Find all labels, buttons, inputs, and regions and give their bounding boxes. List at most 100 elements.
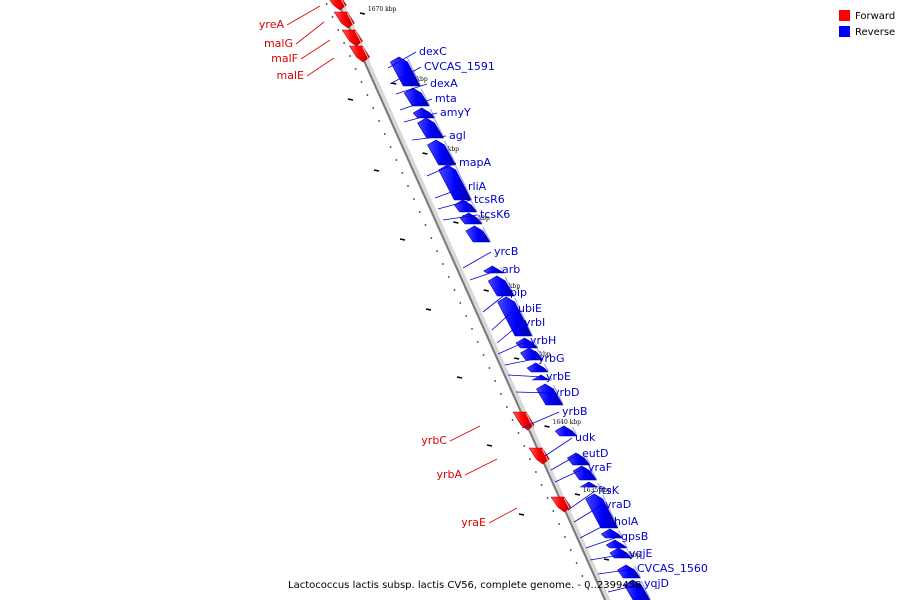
tick-dot	[389, 146, 392, 148]
svg-text:yrbE: yrbE	[546, 370, 571, 383]
tick-dot	[558, 523, 560, 525]
svg-text:yrbH: yrbH	[530, 334, 556, 347]
reverse-gene	[515, 337, 539, 349]
reverse-gene	[526, 362, 549, 373]
reverse-gene	[572, 465, 598, 481]
reverse-gene	[536, 383, 564, 406]
tick-mark	[359, 12, 366, 15]
svg-text:malF: malF	[271, 52, 298, 65]
tick-mark	[574, 493, 581, 496]
svg-text:yrbI: yrbI	[524, 316, 545, 329]
legend-forward-swatch	[839, 10, 850, 21]
svg-text:agl: agl	[449, 129, 466, 142]
reverse-gene	[438, 164, 472, 201]
svg-text:eutD: eutD	[582, 447, 609, 460]
tick-mark	[603, 558, 610, 561]
tick-dot	[418, 211, 421, 213]
tick-dot	[552, 510, 555, 512]
tick-dot	[575, 562, 578, 564]
gene-label-yrbh: yrbH	[497, 334, 556, 355]
reverse-gene	[403, 87, 430, 107]
reverse-gene	[617, 564, 641, 579]
tick-dot	[447, 276, 450, 278]
tick-label: 1670 kbp	[368, 6, 397, 13]
forward-gene	[329, 0, 347, 11]
reverse-gene	[605, 539, 628, 549]
gene-label-yrbg: yrbG	[504, 352, 565, 366]
tick-dot	[511, 419, 514, 421]
tick-dot	[366, 94, 369, 96]
reverse-gene	[520, 347, 544, 361]
gene-label-yrbi: yrbI	[496, 316, 545, 344]
svg-text:malG: malG	[264, 37, 293, 50]
legend-reverse-swatch	[839, 26, 850, 37]
tick-dot	[500, 393, 502, 395]
svg-text:malE: malE	[277, 69, 305, 82]
tick-dot	[337, 29, 340, 31]
svg-text:yqjE: yqjE	[629, 547, 653, 560]
tick-dot	[436, 250, 438, 252]
tick-dot	[407, 185, 409, 187]
forward-gene	[348, 45, 371, 63]
gene-label-arb: arb	[469, 263, 520, 281]
tick-dot	[424, 224, 427, 226]
tick-dot	[540, 484, 543, 486]
tick-mark	[422, 152, 428, 155]
tick-dot	[517, 432, 520, 434]
tick-dot	[587, 588, 590, 590]
gene-label-yrbb: yrbB	[521, 405, 588, 429]
svg-text:tcsR6: tcsR6	[474, 193, 505, 206]
tick-dot	[383, 133, 386, 135]
svg-text:yrbB: yrbB	[562, 405, 588, 418]
tick-dot	[442, 263, 444, 265]
gene-label-yraf: yraF	[554, 461, 612, 483]
tick-dot	[372, 107, 375, 109]
tick-dot	[413, 198, 415, 200]
gene-label-dexa: dexA	[395, 77, 458, 95]
tick-label: 1635 kbp	[583, 487, 612, 494]
svg-text:dexC: dexC	[419, 45, 447, 58]
legend-forward-label: Forward	[855, 11, 895, 22]
legend: Forward Reverse	[839, 10, 895, 38]
tick-dot	[494, 380, 497, 382]
svg-text:yraD: yraD	[605, 498, 631, 511]
svg-text:yrbA: yrbA	[436, 468, 462, 481]
tick-dot	[378, 120, 380, 122]
gene-label-udk: udk	[544, 431, 596, 457]
tick-dot	[453, 289, 456, 291]
reverse-gene	[483, 265, 505, 274]
tick-dot	[564, 536, 566, 538]
tick-dot	[360, 81, 363, 83]
forward-gene	[341, 29, 363, 47]
tick-label: 1640 kbp	[553, 419, 582, 426]
svg-text:mapA: mapA	[459, 156, 491, 169]
gene-label-yrcb: yrcB	[462, 245, 518, 269]
tick-dot	[476, 341, 479, 343]
tick-dot	[430, 237, 433, 239]
svg-text:gpsB: gpsB	[621, 530, 648, 543]
svg-text:yraF: yraF	[588, 461, 612, 474]
genome-caption: Lactococcus lactis subsp. lactis CV56, c…	[288, 580, 641, 591]
svg-text:ubiE: ubiE	[518, 302, 542, 315]
tick-dot	[325, 3, 328, 5]
reverse-gene	[389, 56, 421, 87]
tick-mark	[453, 221, 459, 224]
tick-mark	[544, 425, 550, 428]
gene-features	[329, 0, 651, 600]
gene-label-gpsb: gpsB	[585, 530, 648, 549]
svg-text:yrbC: yrbC	[421, 434, 447, 447]
tick-dot	[354, 68, 357, 70]
tick-mark	[456, 376, 463, 379]
tick-dot	[465, 315, 468, 317]
gene-label-yrbe: yrbE	[507, 370, 571, 383]
legend-reverse-label: Reverse	[855, 27, 895, 38]
reverse-gene	[623, 579, 651, 600]
gene-label-yrba: yrbA	[436, 458, 498, 481]
forward-gene	[528, 447, 550, 465]
tick-dot	[529, 458, 531, 460]
tick-dot	[546, 497, 549, 499]
svg-text:yqjD: yqjD	[644, 577, 669, 590]
tick-dot	[471, 328, 473, 330]
svg-text:CVCAS_1591: CVCAS_1591	[424, 60, 495, 73]
